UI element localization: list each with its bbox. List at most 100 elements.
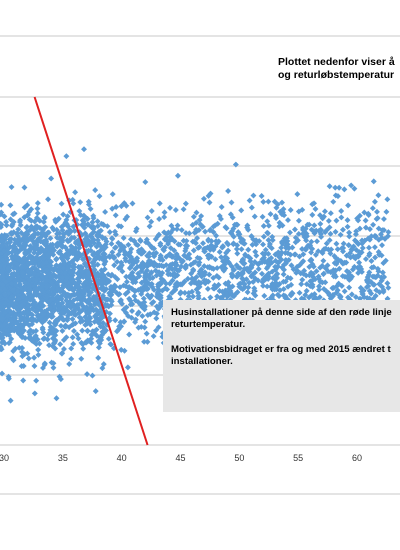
data-point bbox=[356, 212, 363, 219]
data-point bbox=[260, 198, 267, 205]
data-point bbox=[362, 256, 369, 263]
x-tick-label: 55 bbox=[293, 453, 303, 463]
data-point bbox=[174, 222, 181, 229]
data-point bbox=[131, 287, 138, 294]
data-point bbox=[142, 271, 149, 277]
data-point bbox=[320, 257, 327, 264]
data-point bbox=[309, 261, 316, 268]
data-point bbox=[221, 261, 228, 268]
data-point bbox=[235, 270, 242, 277]
data-point bbox=[284, 250, 291, 257]
data-point bbox=[251, 287, 258, 294]
data-point bbox=[317, 278, 324, 285]
data-point bbox=[102, 208, 109, 215]
data-point bbox=[195, 227, 202, 234]
data-point bbox=[49, 286, 56, 293]
callout-line-4: installationer. bbox=[171, 356, 233, 367]
data-point bbox=[309, 211, 316, 218]
data-point bbox=[34, 200, 41, 207]
data-point bbox=[79, 327, 86, 334]
x-axis-ticks: 30 35 40 45 50 55 60 bbox=[0, 453, 362, 463]
data-point bbox=[274, 291, 281, 298]
data-point bbox=[31, 390, 38, 397]
data-point bbox=[150, 298, 157, 305]
data-point bbox=[224, 239, 230, 246]
data-point bbox=[55, 268, 62, 275]
data-point bbox=[131, 293, 138, 300]
data-point bbox=[348, 291, 355, 298]
data-point bbox=[106, 229, 113, 236]
data-point bbox=[168, 289, 175, 296]
data-point bbox=[50, 364, 57, 371]
data-point bbox=[50, 251, 57, 258]
data-point bbox=[371, 244, 378, 251]
data-point bbox=[196, 283, 203, 290]
data-point bbox=[298, 281, 305, 288]
data-point bbox=[157, 240, 164, 247]
data-point bbox=[40, 255, 47, 262]
chart-header-line-2: og returløbstemperatur bbox=[278, 69, 395, 81]
data-point bbox=[287, 229, 293, 236]
data-point bbox=[60, 211, 67, 218]
callout-line-3: Motivationsbidraget er fra og med 2015 æ… bbox=[171, 344, 391, 355]
data-point bbox=[128, 246, 135, 253]
data-point bbox=[26, 284, 33, 291]
data-point bbox=[337, 231, 344, 238]
data-point bbox=[56, 230, 63, 237]
data-point bbox=[277, 251, 284, 258]
data-point bbox=[238, 238, 245, 245]
data-point bbox=[185, 289, 192, 296]
data-point bbox=[271, 286, 278, 293]
data-point bbox=[32, 317, 38, 324]
data-point bbox=[34, 307, 41, 314]
data-point bbox=[330, 293, 337, 299]
data-point bbox=[96, 193, 103, 200]
data-point bbox=[190, 247, 197, 254]
data-point bbox=[279, 199, 285, 206]
data-point bbox=[66, 361, 73, 367]
data-point bbox=[182, 230, 189, 237]
data-point bbox=[8, 184, 15, 191]
reference-line bbox=[33, 96, 149, 446]
data-point bbox=[155, 231, 162, 238]
data-point bbox=[295, 217, 302, 224]
data-point bbox=[248, 204, 255, 211]
data-point bbox=[322, 265, 329, 272]
data-point bbox=[229, 271, 236, 278]
data-point bbox=[152, 236, 159, 243]
data-point bbox=[359, 291, 366, 298]
data-point bbox=[340, 240, 347, 247]
data-point bbox=[17, 315, 24, 322]
data-point bbox=[289, 244, 296, 251]
data-point bbox=[129, 200, 136, 207]
data-point bbox=[39, 262, 46, 269]
data-point bbox=[207, 190, 214, 197]
data-point bbox=[385, 284, 392, 291]
data-point bbox=[375, 192, 382, 199]
data-point bbox=[303, 237, 310, 244]
red-reference-line bbox=[33, 96, 149, 446]
data-point bbox=[233, 246, 240, 253]
data-point bbox=[245, 246, 252, 253]
data-point bbox=[346, 284, 353, 291]
callout-line-2: returtemperatur. bbox=[171, 319, 246, 330]
data-point bbox=[321, 208, 328, 215]
data-point bbox=[379, 269, 386, 276]
data-point bbox=[365, 283, 372, 290]
data-point bbox=[223, 225, 230, 232]
callout-line-1: Husinstallationer på denne side af den r… bbox=[171, 307, 392, 318]
data-point bbox=[316, 286, 323, 293]
data-point bbox=[44, 293, 51, 300]
data-point bbox=[265, 230, 271, 237]
data-point bbox=[345, 242, 352, 249]
data-point bbox=[7, 397, 14, 404]
data-point bbox=[198, 273, 205, 280]
data-point bbox=[231, 221, 238, 228]
data-point bbox=[344, 223, 351, 230]
data-point bbox=[285, 217, 291, 224]
data-point bbox=[346, 229, 353, 236]
data-point bbox=[323, 227, 330, 234]
data-point bbox=[58, 200, 65, 207]
data-point bbox=[311, 222, 318, 229]
data-point bbox=[187, 261, 194, 268]
